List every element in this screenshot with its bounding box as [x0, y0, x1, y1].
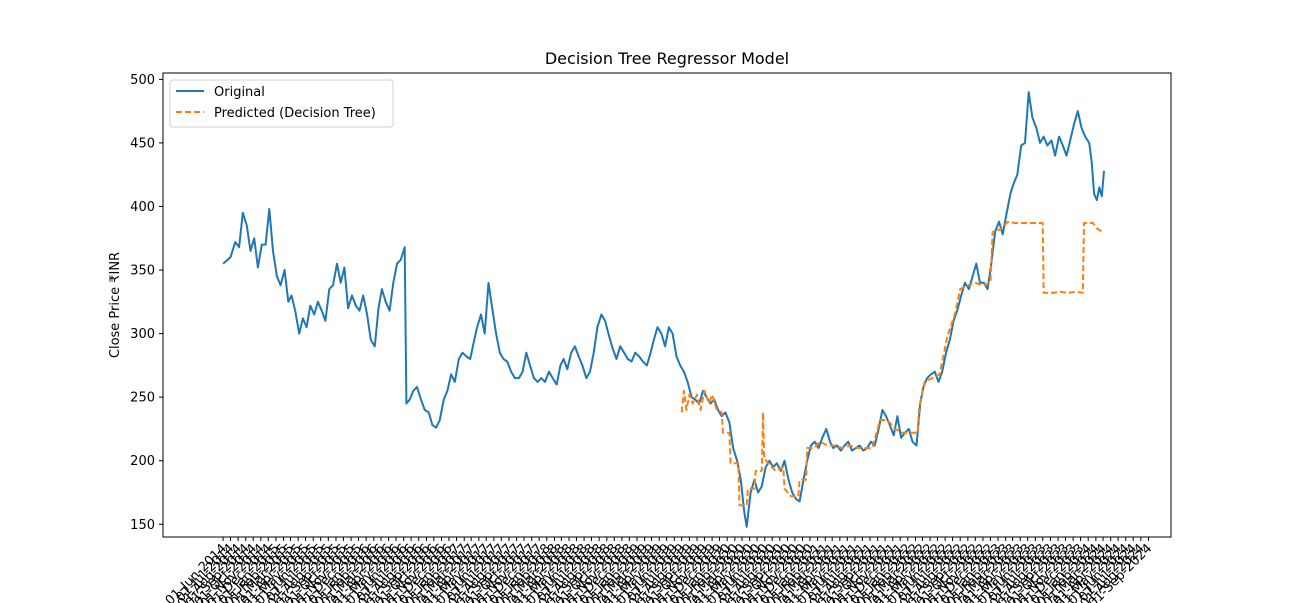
- y-tick-label: 500: [130, 73, 155, 88]
- y-tick-label: 150: [130, 518, 155, 533]
- chart-title: Decision Tree Regressor Model: [545, 49, 789, 68]
- y-tick-label: 200: [130, 454, 155, 469]
- y-axis: 150 200 250 300 350 400 450 500: [130, 73, 163, 533]
- legend-box: [169, 79, 394, 128]
- legend-label-original: Original: [214, 85, 265, 100]
- y-tick-label: 400: [130, 200, 155, 215]
- y-axis-label: Close Price ₹INR: [108, 252, 123, 358]
- y-tick-label: 350: [130, 264, 155, 279]
- x-axis: 01-Jun-201401-Jul-201401-Aug-201401-Sep-…: [163, 537, 1155, 603]
- legend: Original Predicted (Decision Tree): [169, 79, 394, 128]
- y-tick-label: 250: [130, 391, 155, 406]
- y-tick-label: 450: [130, 136, 155, 151]
- plot-area: [222, 91, 1105, 528]
- y-tick-label: 300: [130, 327, 155, 342]
- legend-label-predicted: Predicted (Decision Tree): [214, 106, 376, 121]
- series-line-predicted: [680, 220, 1104, 507]
